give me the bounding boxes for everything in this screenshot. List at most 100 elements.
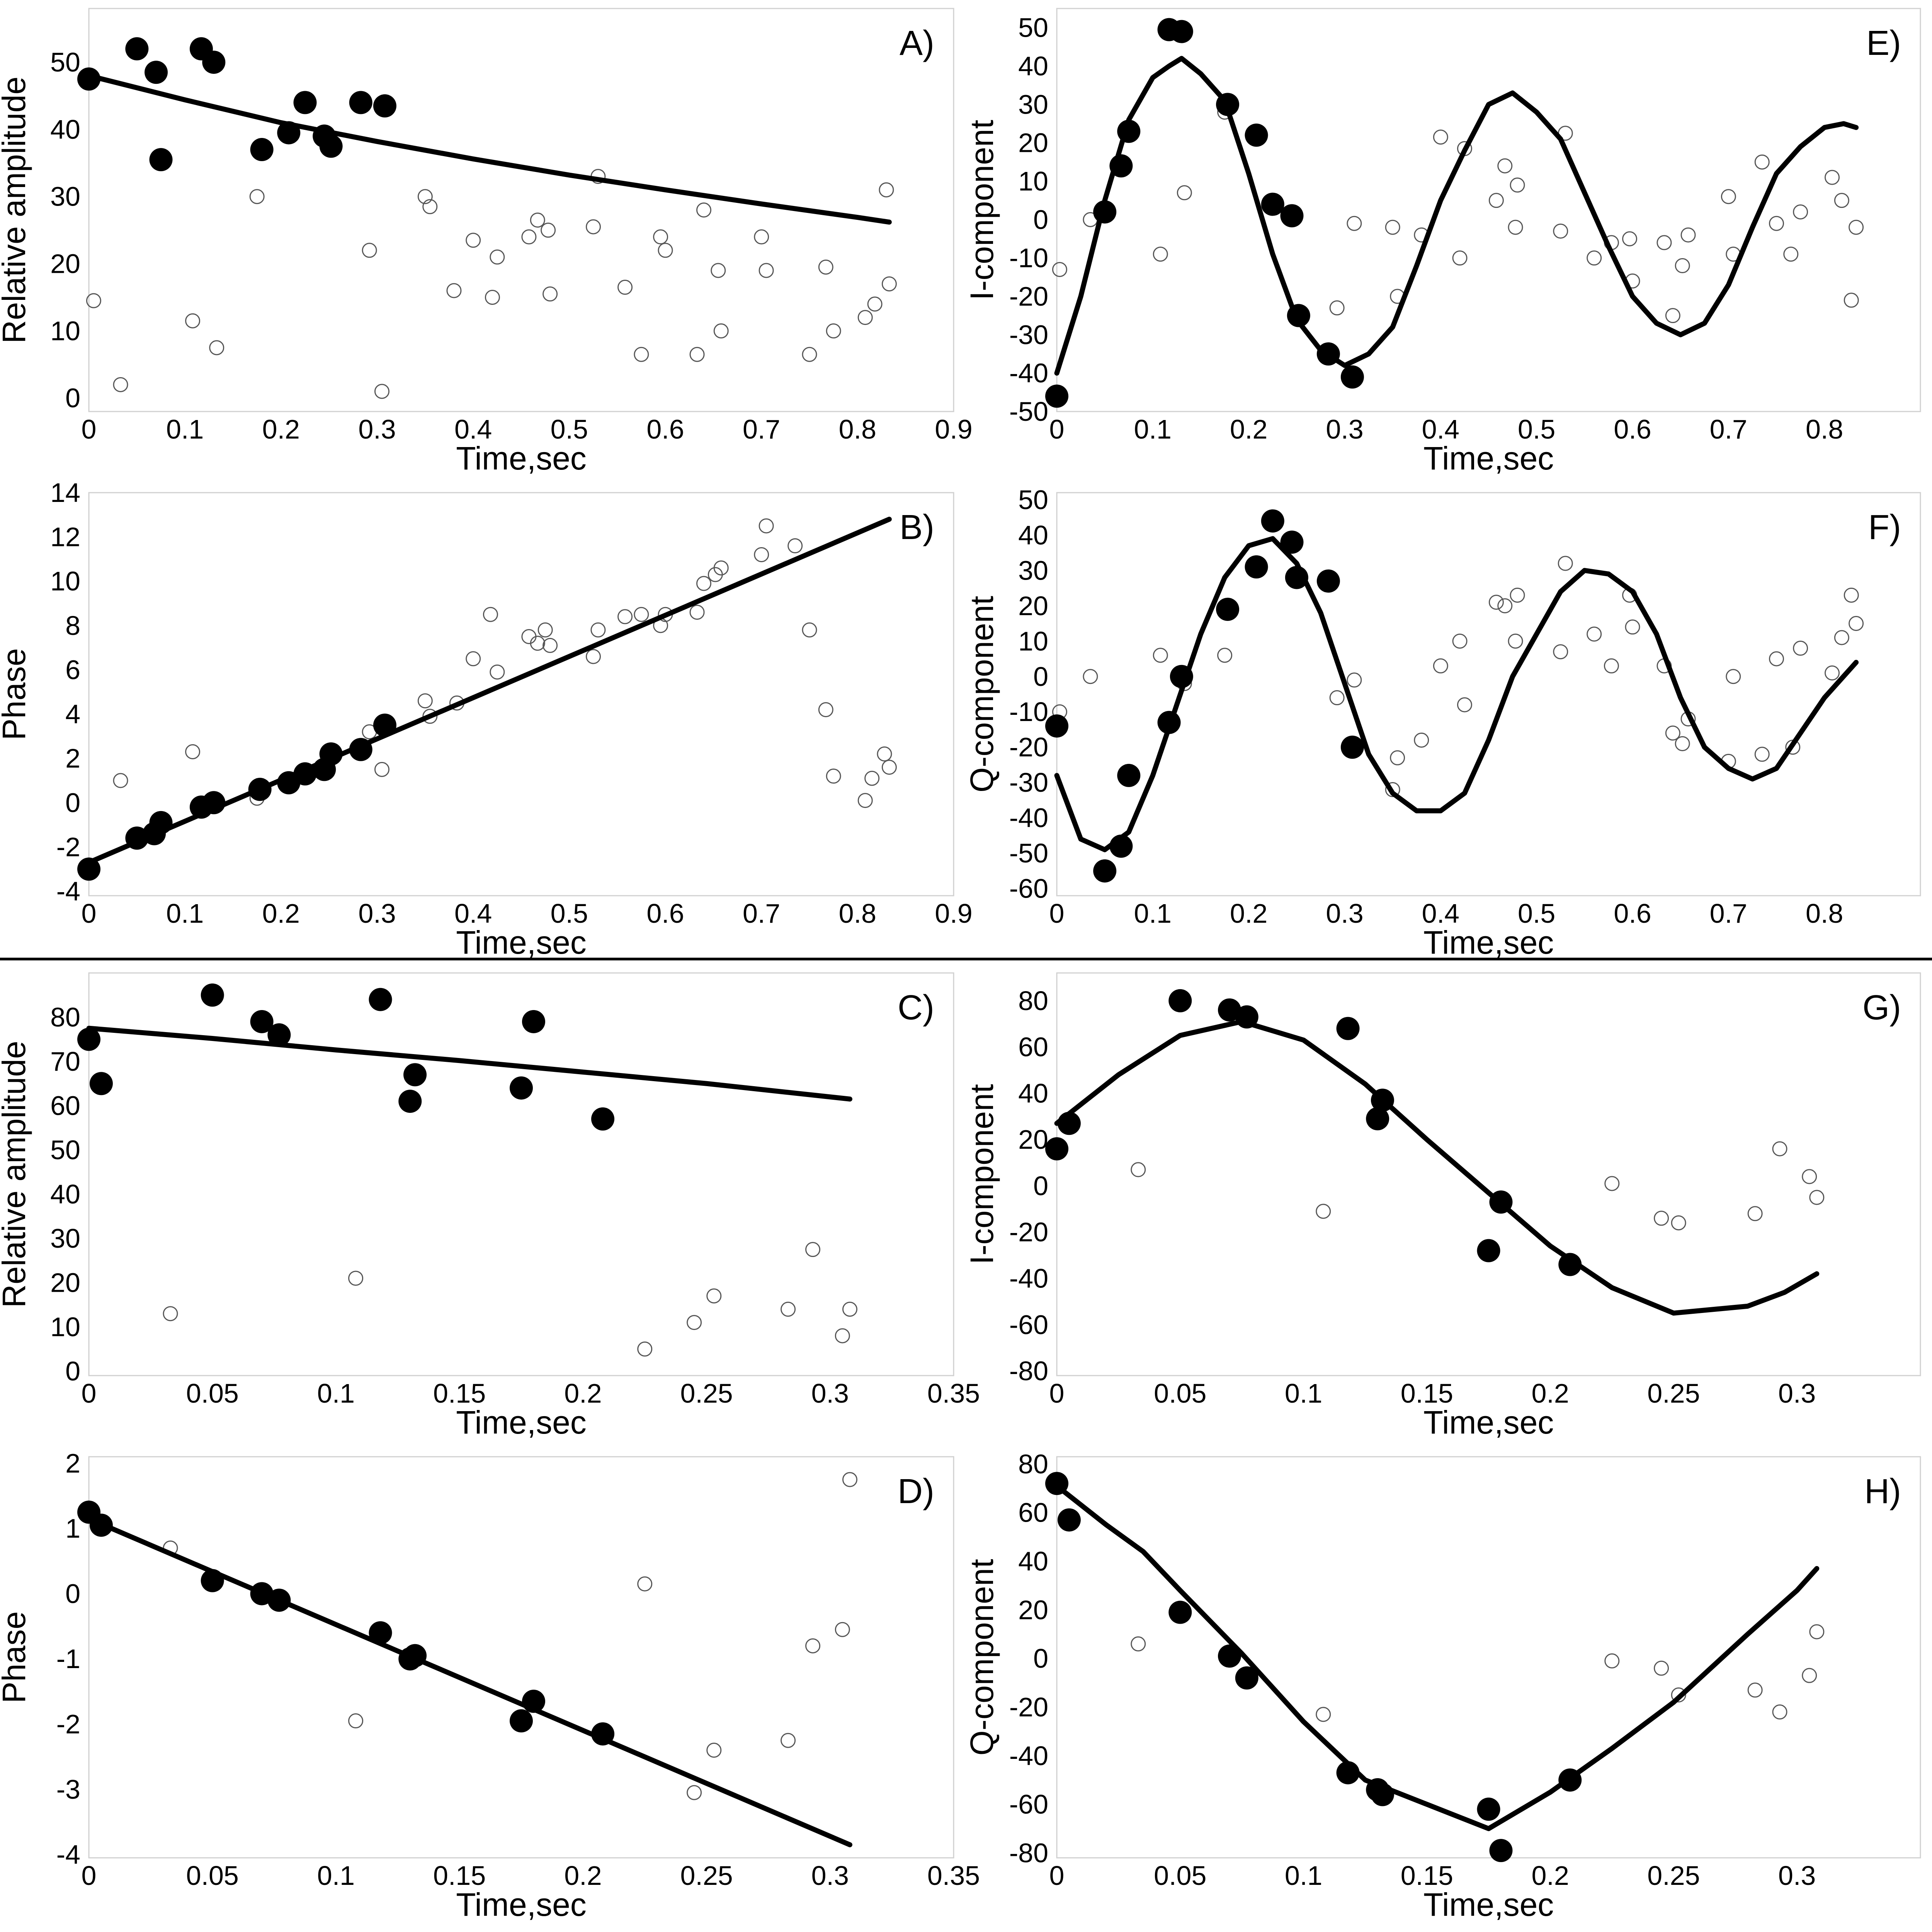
other-data-point — [1747, 1206, 1763, 1221]
y-tick-label: 6 — [65, 655, 80, 685]
selected-data-point — [1045, 384, 1068, 408]
y-tick-label: 30 — [50, 1223, 80, 1253]
y-tick-label: -40 — [1009, 358, 1048, 388]
other-data-point — [1747, 1682, 1763, 1698]
other-data-point — [818, 259, 833, 275]
x-tick-label: 0 — [82, 1378, 97, 1408]
x-tick-label: 0.6 — [646, 414, 684, 444]
selected-data-point — [403, 1644, 427, 1667]
y-tick-label: -2 — [56, 832, 80, 862]
other-data-point — [1433, 129, 1448, 145]
other-data-point — [530, 213, 545, 228]
other-data-point — [1347, 216, 1362, 231]
other-data-point — [1153, 648, 1168, 663]
y-tick-label: 20 — [50, 249, 80, 279]
other-data-point — [1726, 669, 1741, 684]
y-tick-label: -60 — [1009, 1789, 1048, 1820]
other-data-point — [490, 249, 505, 265]
other-data-point — [1844, 587, 1859, 603]
y-tick-label: 50 — [50, 1135, 80, 1165]
y-tick-label: 1 — [65, 1514, 80, 1544]
other-data-point — [521, 629, 537, 644]
selected-data-point — [1558, 1253, 1582, 1276]
x-tick-label: 0.4 — [454, 898, 492, 929]
other-data-point — [586, 649, 601, 664]
x-tick-label: 0.1 — [1285, 1861, 1322, 1891]
x-tick-label: 0.6 — [1614, 414, 1651, 444]
y-tick-label: 80 — [1018, 986, 1048, 1016]
selected-data-point — [202, 791, 226, 815]
x-tick-label: 0.3 — [811, 1378, 849, 1408]
panel-label: H) — [1864, 1472, 1901, 1511]
x-tick-label: 0.5 — [551, 898, 588, 929]
other-data-point — [689, 347, 705, 362]
selected-data-point — [1280, 531, 1304, 554]
x-tick-label: 0.35 — [927, 1378, 980, 1408]
selected-data-point — [1168, 989, 1192, 1012]
y-tick-label: 30 — [1018, 89, 1048, 119]
other-data-point — [1316, 1204, 1331, 1219]
other-data-point — [86, 293, 101, 308]
other-data-point — [1825, 665, 1840, 681]
other-data-point — [1433, 658, 1448, 673]
other-data-point — [1083, 669, 1098, 684]
selected-data-point — [125, 37, 149, 61]
y-tick-label: 20 — [1018, 591, 1048, 621]
selected-data-point — [522, 1689, 545, 1713]
fit-line — [86, 1516, 852, 1847]
x-axis-label: Time,sec — [1423, 1886, 1554, 1923]
y-tick-label: -30 — [1009, 320, 1048, 350]
other-data-point — [826, 323, 841, 338]
x-tick-label: 0.6 — [646, 898, 684, 929]
other-data-point — [826, 769, 841, 784]
selected-data-point — [369, 1621, 392, 1645]
other-data-point — [1680, 227, 1696, 243]
selected-data-point — [1168, 1600, 1192, 1624]
x-tick-label: 0.15 — [433, 1861, 486, 1891]
x-tick-label: 0.4 — [1422, 414, 1459, 444]
x-tick-label: 0.05 — [186, 1861, 239, 1891]
other-data-point — [658, 243, 673, 258]
y-tick-label: 40 — [50, 114, 80, 145]
y-tick-label: -20 — [1009, 732, 1048, 762]
x-tick-label: 0.3 — [811, 1861, 849, 1891]
other-data-point — [1834, 630, 1849, 645]
panel-h: 0 0.05 0.1 0.15 0.2 0.25 0.3 -80 -60 -40 -20 0 20 40 6… — [964, 1449, 1921, 1923]
other-data-point — [249, 189, 265, 204]
x-axis-label: Time,sec — [1423, 924, 1554, 961]
other-data-point — [1671, 1215, 1686, 1231]
other-data-point — [706, 1288, 722, 1304]
other-data-point — [1131, 1636, 1146, 1651]
other-data-point — [1510, 587, 1525, 603]
x-tick-label: 0 — [1049, 1378, 1065, 1408]
other-data-point — [835, 1622, 850, 1637]
panels: 0 0.1 0.2 0.3 0.4 0.5 0.6 0.7 0.8 0.901020304050T… — [0, 8, 1921, 1923]
selected-data-point — [1261, 192, 1284, 216]
panel-label: A) — [900, 24, 934, 63]
other-data-point — [1414, 732, 1429, 748]
selected-data-point — [591, 1107, 615, 1131]
other-data-point — [1385, 782, 1400, 798]
x-tick-label: 0.3 — [358, 414, 396, 444]
selected-data-point — [1093, 859, 1117, 883]
selected-data-point — [1489, 1190, 1513, 1214]
y-tick-label: 40 — [50, 1179, 80, 1209]
selected-data-point — [1489, 1839, 1513, 1862]
selected-data-point — [349, 91, 372, 114]
plot-frame — [88, 1456, 954, 1859]
x-tick-label: 0.5 — [1518, 414, 1555, 444]
y-tick-label: -20 — [1009, 1692, 1048, 1722]
other-data-point — [713, 560, 729, 576]
selected-data-point — [522, 1010, 545, 1033]
x-tick-label: 0.1 — [1285, 1378, 1322, 1408]
other-data-point — [805, 1638, 821, 1653]
x-tick-label: 0.25 — [680, 1378, 733, 1408]
panel-g: 0 0.05 0.1 0.15 0.2 0.25 0.3 -80 -60 -40 -20 0 20 40 6… — [964, 972, 1921, 1440]
x-tick-label: 0 — [1049, 414, 1065, 444]
other-data-point — [617, 609, 633, 624]
y-tick-label: 10 — [1018, 626, 1048, 656]
y-tick-label: 0 — [1033, 204, 1048, 235]
other-data-point — [637, 1341, 653, 1357]
other-data-point — [759, 518, 774, 534]
other-data-point — [1772, 1141, 1787, 1156]
